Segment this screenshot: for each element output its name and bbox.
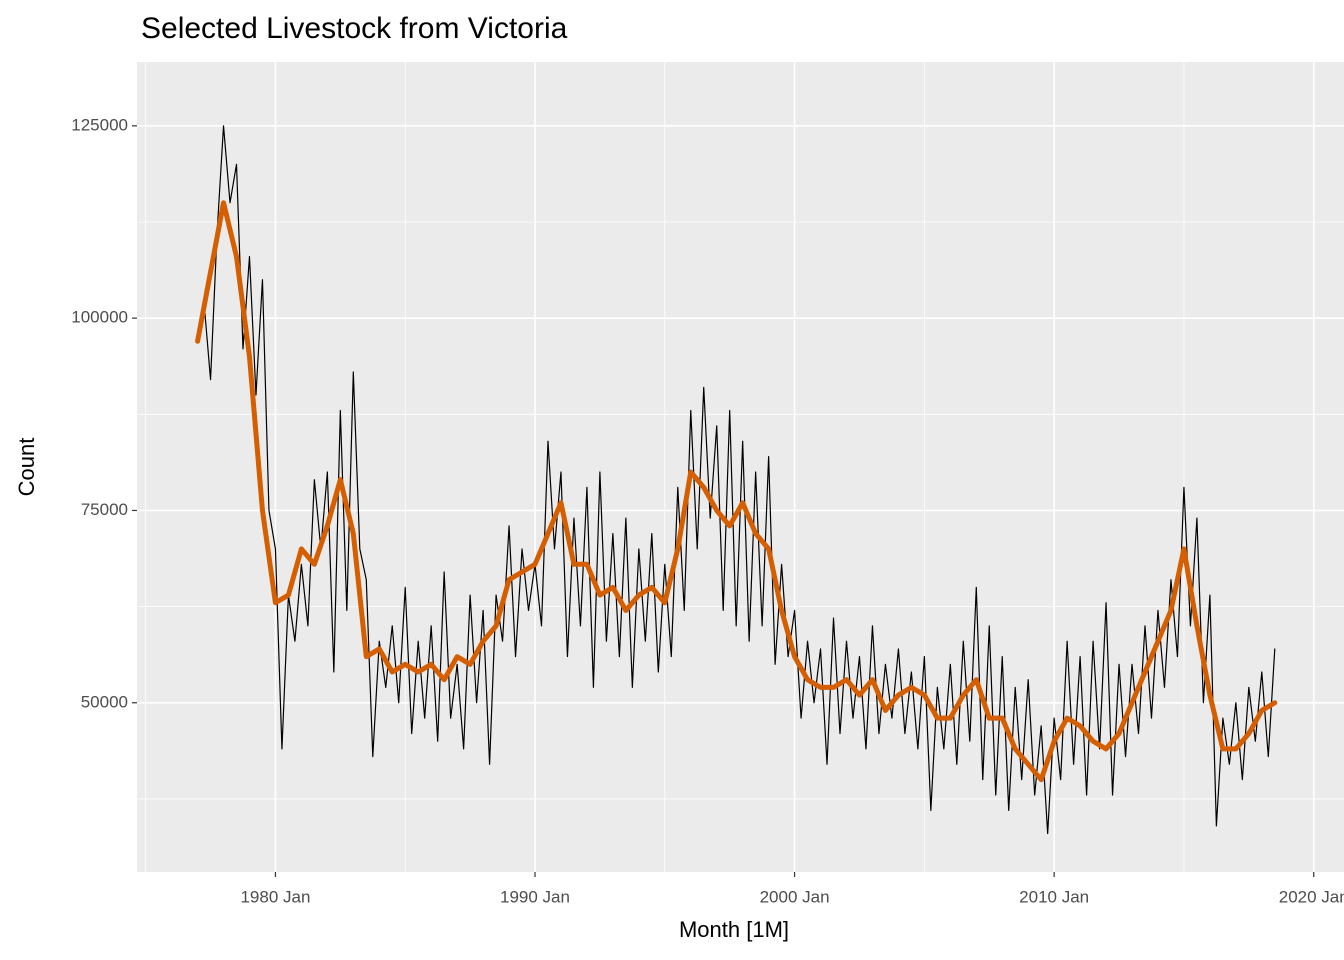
y-tick-label: 75000 (81, 500, 128, 519)
x-tick-label: 1990 Jan (500, 887, 570, 906)
x-tick-label: 1980 Jan (240, 887, 310, 906)
x-axis-title: Month [1M] (679, 917, 789, 942)
y-axis-title: Count (14, 438, 39, 497)
series-line (195, 200, 1278, 783)
y-tick-label: 100000 (71, 308, 128, 327)
panel (137, 62, 1344, 872)
chart-title: Selected Livestock from Victoria (141, 12, 568, 45)
x-tick-label: 2020 Jan (1279, 887, 1344, 906)
y-tick-label: 50000 (81, 692, 128, 711)
x-tick-label: 2000 Jan (760, 887, 830, 906)
y-tick-label: 125000 (71, 115, 128, 134)
series-line (196, 125, 1276, 835)
x-tick-label: 2010 Jan (1019, 887, 1089, 906)
